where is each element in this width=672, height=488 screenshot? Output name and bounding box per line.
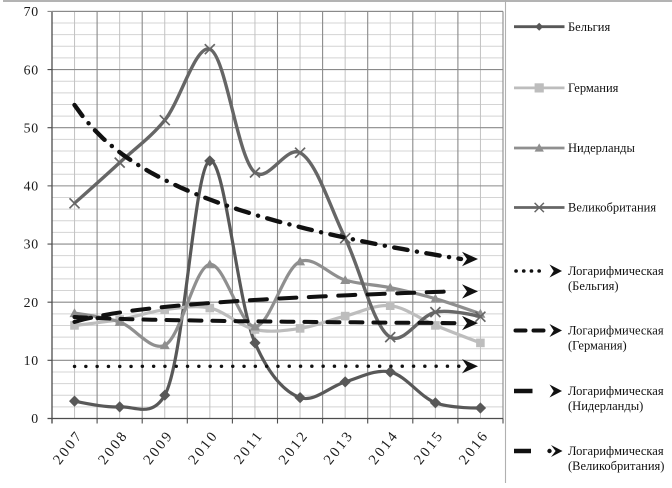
svg-text:Великобритания: Великобритания <box>568 201 656 215</box>
svg-text:Логарифмическая: Логарифмическая <box>568 384 664 398</box>
svg-text:0: 0 <box>31 411 39 426</box>
svg-text:Логарифмическая: Логарифмическая <box>568 264 664 278</box>
svg-text:70: 70 <box>24 4 39 19</box>
svg-text:Бельгия: Бельгия <box>568 20 610 34</box>
svg-text:30: 30 <box>24 237 39 252</box>
svg-text:60: 60 <box>24 62 39 77</box>
svg-text:20: 20 <box>24 295 39 310</box>
svg-text:Нидерланды: Нидерланды <box>568 141 636 155</box>
svg-text:Германия: Германия <box>568 81 619 95</box>
svg-text:40: 40 <box>24 179 39 194</box>
svg-text:(Нидерланды): (Нидерланды) <box>568 399 643 413</box>
svg-text:(Великобритания): (Великобритания) <box>568 459 664 473</box>
svg-text:50: 50 <box>24 120 39 135</box>
svg-text:Логарифмическая: Логарифмическая <box>568 444 664 458</box>
svg-text:10: 10 <box>24 353 39 368</box>
svg-text:(Бельгия): (Бельгия) <box>568 279 619 293</box>
svg-text:Логарифмическая: Логарифмическая <box>568 324 664 338</box>
svg-text:(Германия): (Германия) <box>568 339 627 353</box>
